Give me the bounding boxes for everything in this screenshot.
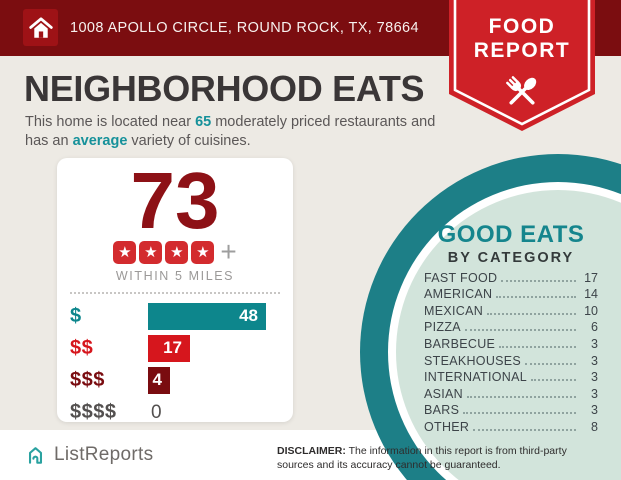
- price-bar: 48: [148, 302, 266, 330]
- crossed-utensils-icon: [506, 76, 537, 105]
- price-tier-label: $$$: [70, 368, 105, 391]
- category-label: OTHER: [424, 419, 470, 434]
- category-label: BARS: [424, 403, 460, 418]
- listreports-house-icon: [28, 447, 43, 464]
- price-bar-row: $$$$ 0: [70, 399, 293, 426]
- category-row: MEXICAN 10: [424, 301, 598, 318]
- category-row: BARBECUE 3: [424, 334, 598, 351]
- category-value: 3: [591, 403, 598, 418]
- score-value: 73: [130, 156, 220, 245]
- category-value: 3: [591, 370, 598, 385]
- dotted-leader: [496, 296, 576, 299]
- category-row: OTHER 8: [424, 417, 598, 434]
- category-row: PIZZA 6: [424, 318, 598, 335]
- ribbon-shape: [449, 0, 595, 131]
- price-bars: $48 $$ 17 $$$ 4 $$$$ 0: [57, 302, 293, 426]
- category-label: INTERNATIONAL: [424, 370, 527, 385]
- category-row: AMERICAN 14: [424, 285, 598, 302]
- category-value: 3: [591, 353, 598, 368]
- ribbon-title-line1: FOOD: [489, 15, 556, 38]
- price-bar-row: $$$ 4: [70, 366, 293, 394]
- page-subtitle: This home is located near 65 moderately …: [25, 113, 465, 151]
- dotted-divider: [70, 291, 280, 294]
- price-bar-value: 4: [152, 370, 162, 390]
- category-label: BARBECUE: [424, 336, 496, 351]
- star-rating: ★ ★ ★ ★ +: [57, 236, 293, 268]
- category-value: 3: [591, 386, 598, 401]
- listreports-logo: ListReports: [24, 443, 153, 466]
- price-tier-label: $$$$: [70, 400, 117, 423]
- subtitle-text-4: variety of cuisines.: [127, 133, 251, 150]
- radius-label: WITHIN 5 MILES: [115, 268, 235, 283]
- disclaimer: DISCLAIMER: The information in this repo…: [277, 445, 573, 473]
- category-label: PIZZA: [424, 320, 461, 335]
- category-row: STEAKHOUSES 3: [424, 351, 598, 368]
- category-label: STEAKHOUSES: [424, 353, 522, 368]
- star-icon: ★: [113, 240, 137, 264]
- category-value: 17: [584, 270, 598, 285]
- good-eats-title: GOOD EATS: [437, 221, 585, 248]
- price-bar-value: 48: [239, 306, 258, 326]
- category-label: MEXICAN: [424, 303, 484, 318]
- price-bar-row: $$ 17: [70, 334, 293, 362]
- price-bar-value: 0: [151, 401, 162, 423]
- dotted-leader: [525, 362, 576, 365]
- dotted-leader: [464, 329, 576, 332]
- dotted-leader: [501, 279, 576, 282]
- dotted-leader: [473, 428, 576, 431]
- house-icon: [23, 9, 58, 46]
- good-eats-header: GOOD EATS BY CATEGORY: [424, 221, 598, 266]
- category-row: BARS 3: [424, 401, 598, 418]
- dotted-leader: [467, 395, 576, 398]
- price-bar-area: 17: [148, 334, 293, 362]
- category-row: ASIAN 3: [424, 384, 598, 401]
- dotted-leader: [499, 345, 576, 348]
- price-bar-value: 17: [163, 338, 182, 358]
- plus-sign: +: [220, 236, 237, 268]
- price-bar-area: 4: [148, 366, 293, 394]
- price-tier-label: $$: [70, 336, 94, 359]
- score-card: 73 ★ ★ ★ ★ + WITHIN 5 MILES $48 $$ 17 $$$ 4 $$$$ 0: [57, 156, 293, 423]
- price-bar-area: 48: [148, 302, 293, 330]
- category-value: 8: [591, 419, 598, 434]
- category-value: 3: [591, 336, 598, 351]
- category-row: INTERNATIONAL 3: [424, 368, 598, 385]
- page-title: NEIGHBORHOOD EATS: [24, 68, 425, 109]
- category-value: 6: [591, 320, 598, 335]
- category-value: 10: [584, 303, 598, 318]
- good-eats-subtitle: BY CATEGORY: [447, 250, 575, 266]
- star-icon: ★: [139, 240, 163, 264]
- subtitle-text-1: This home is located near: [25, 114, 196, 130]
- category-row: FAST FOOD 17: [424, 268, 598, 285]
- dotted-leader: [487, 312, 576, 315]
- category-label: AMERICAN: [424, 287, 493, 302]
- price-bar-area: 0: [148, 399, 293, 426]
- disclaimer-label: DISCLAIMER:: [277, 445, 346, 457]
- ribbon-title-line2: REPORT: [474, 39, 571, 62]
- disclaimer-text: The information in this report is from t…: [277, 445, 567, 471]
- subtitle-text-2: moderately priced restaurants and: [211, 114, 436, 130]
- subtitle-text-3: has an: [25, 133, 73, 150]
- star-icon: ★: [165, 240, 189, 264]
- star-icon: ★: [191, 240, 215, 264]
- restaurant-count: 65: [195, 114, 212, 130]
- category-value: 14: [584, 287, 598, 302]
- address-text: 1008 APOLLO CIRCLE, ROUND ROCK, TX, 7866…: [70, 20, 419, 36]
- dotted-leader: [463, 412, 576, 415]
- brand-name: ListReports: [54, 443, 154, 465]
- food-report-ribbon: FOOD REPORT: [449, 0, 595, 131]
- category-label: ASIAN: [424, 386, 464, 401]
- dotted-leader: [530, 379, 576, 382]
- price-bar: 17: [148, 334, 190, 362]
- variety-highlight: average: [72, 133, 128, 150]
- price-bar: 4: [148, 366, 170, 394]
- price-bar-row: $48: [70, 302, 293, 330]
- price-tier-label: $: [70, 304, 82, 327]
- category-list: FAST FOOD 17 AMERICAN 14 MEXICAN 10 PIZZA 6 BARB…: [424, 268, 598, 434]
- category-label: FAST FOOD: [424, 270, 498, 285]
